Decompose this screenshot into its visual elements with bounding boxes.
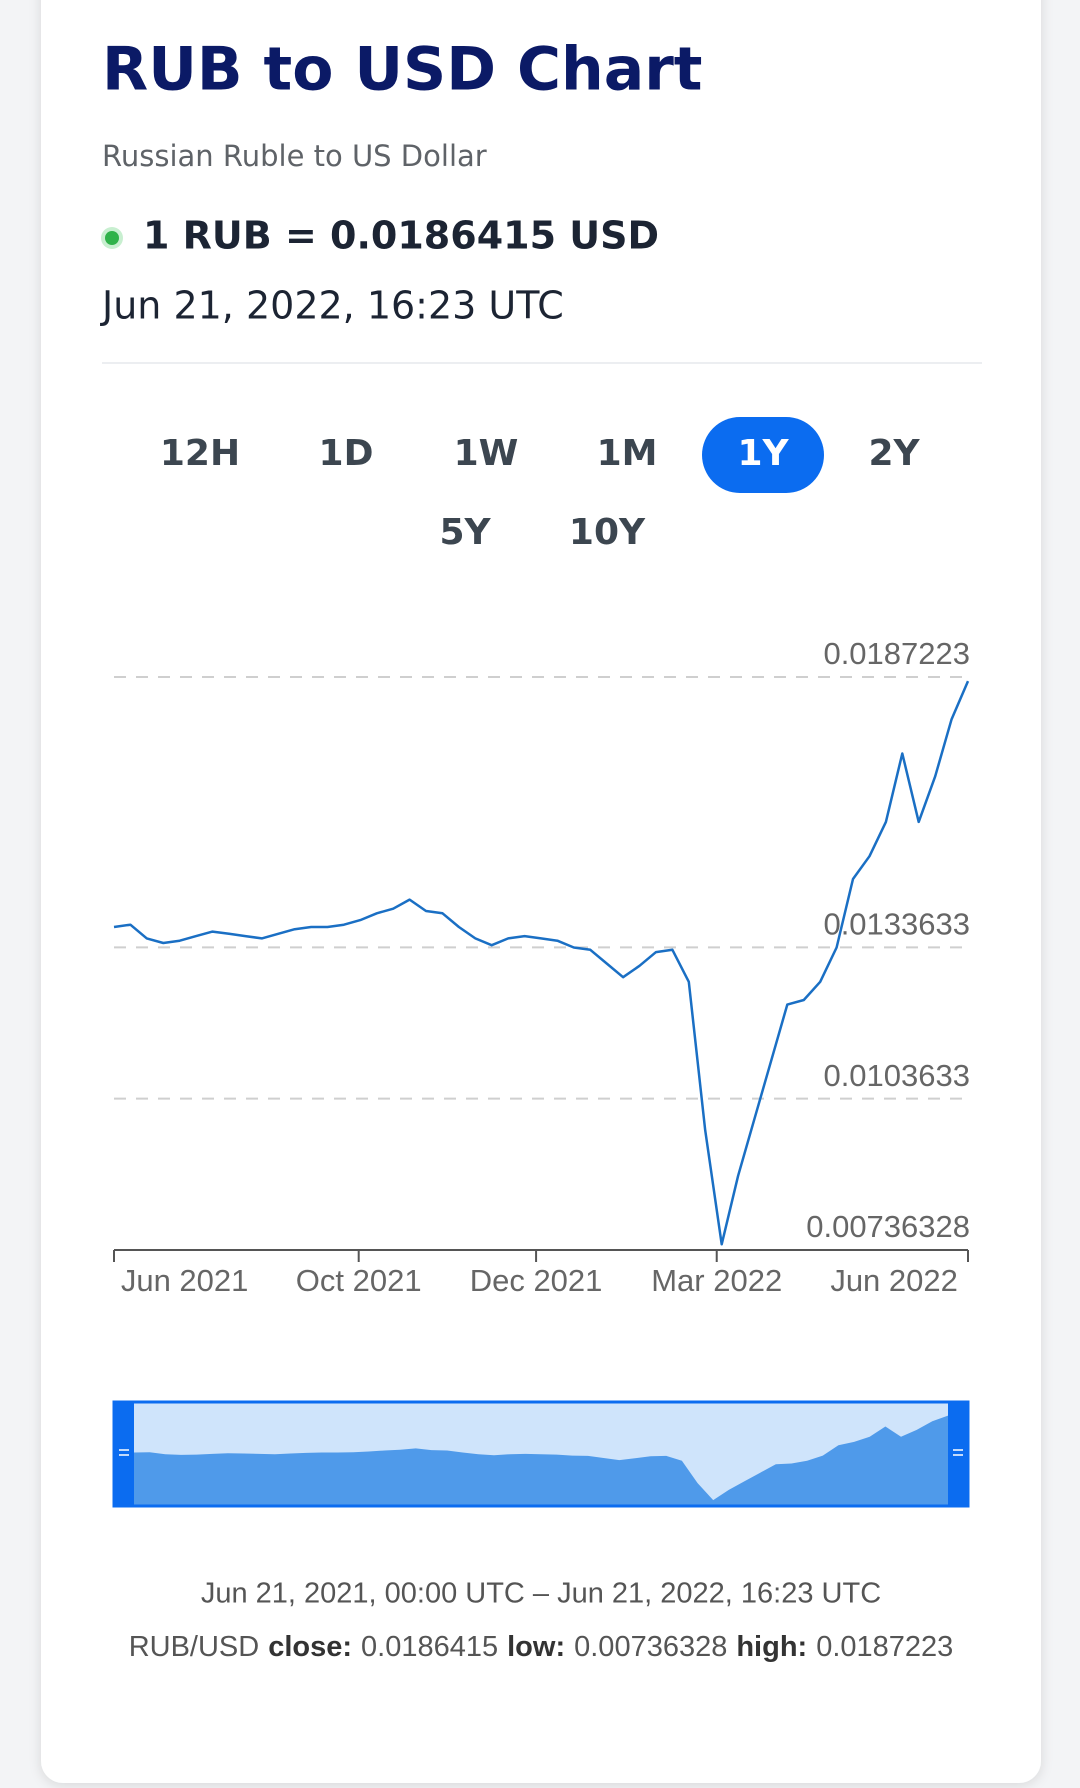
navigator-handle[interactable] <box>114 1402 134 1506</box>
stat-value: 0.00736328 <box>574 1631 727 1663</box>
range-button-bg <box>702 417 824 493</box>
range-button[interactable]: 5Y <box>439 512 491 553</box>
stat-label: high: <box>736 1631 807 1663</box>
stat-value: 0.0186415 <box>361 1631 498 1663</box>
x-tick-label: Oct 2021 <box>296 1263 422 1298</box>
range-button[interactable]: 1W <box>454 433 519 474</box>
range-label: 2Y <box>868 433 920 474</box>
range-label: 5Y <box>439 512 491 553</box>
navigator[interactable] <box>112 1400 970 1508</box>
stats: RUB/USD close: 0.0186415 low: 0.00736328 high… <box>129 1631 954 1663</box>
range-label: 1Y <box>737 433 789 474</box>
x-tick-label: Mar 2022 <box>651 1263 782 1298</box>
range-label: 12H <box>160 433 240 474</box>
timestamp: Jun 21, 2022, 16:23 UTC <box>100 284 564 328</box>
x-tick-label: Jun 2022 <box>830 1263 958 1298</box>
date-range: Jun 21, 2021, 00:00 UTC – Jun 21, 2022, … <box>201 1578 881 1610</box>
stat-label: low: <box>507 1631 565 1663</box>
x-tick-label: Dec 2021 <box>470 1263 603 1298</box>
live-dot <box>105 231 119 245</box>
title: RUB to USD Chart <box>102 35 702 105</box>
chart: 0.00736328 0.0103633 0.0133633 0.0187223 Jun… <box>113 636 970 1298</box>
range-label: 10Y <box>569 512 646 553</box>
range-label: 1W <box>454 433 519 474</box>
y-tick-label: 0.0187223 <box>823 636 970 671</box>
range-button[interactable]: 1Y <box>702 417 824 493</box>
x-tick-label: Jun 2021 <box>121 1263 249 1298</box>
range-label: 1D <box>319 433 374 474</box>
range-selector: 12H 1D 1W 1M 1Y 2Y 5Y 10Y <box>160 417 920 553</box>
price-line <box>113 680 970 1246</box>
range-button[interactable]: 2Y <box>868 433 920 474</box>
navigator-area <box>134 1415 948 1506</box>
y-tick-label: 0.0103633 <box>823 1058 970 1093</box>
rate: 1 RUB = 0.0186415 USD <box>143 214 659 258</box>
range-label: 1M <box>597 433 658 474</box>
range-button[interactable]: 12H <box>160 433 240 474</box>
stat-label: close: <box>268 1631 352 1663</box>
range-button[interactable]: 1D <box>319 433 374 474</box>
card <box>41 0 1041 1783</box>
y-tick-label: 0.0133633 <box>823 907 970 942</box>
range-button[interactable]: 1M <box>597 433 658 474</box>
stat-value: 0.0187223 <box>816 1631 953 1663</box>
navigator-handle[interactable] <box>948 1402 968 1506</box>
subtitle: Russian Ruble to US Dollar <box>102 139 487 173</box>
y-tick-label: 0.00736328 <box>806 1209 970 1244</box>
range-button[interactable]: 10Y <box>569 512 646 553</box>
pair: RUB/USD <box>129 1631 260 1663</box>
